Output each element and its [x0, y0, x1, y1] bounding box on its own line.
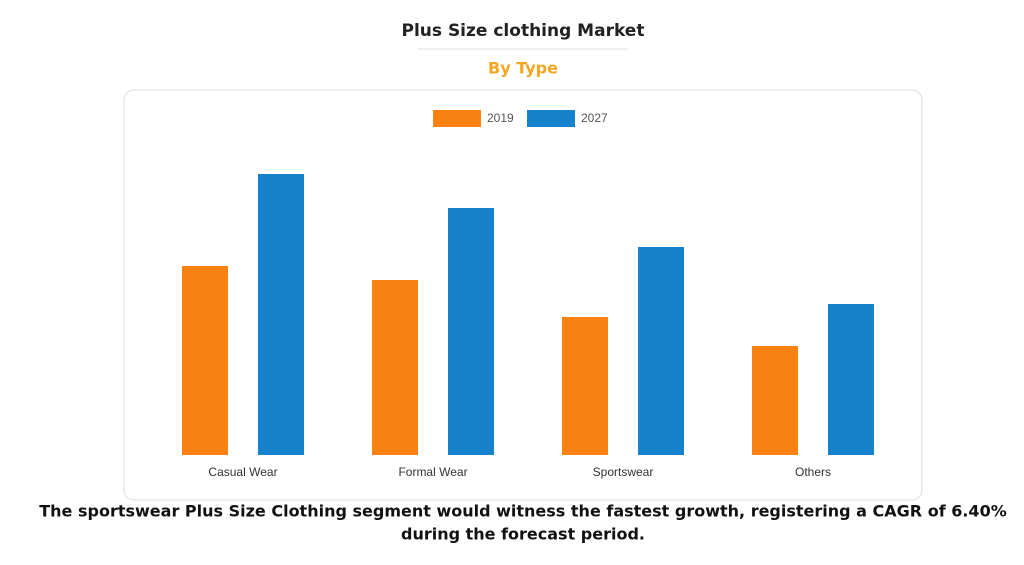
legend-swatch	[527, 110, 575, 127]
x-tick-label: Formal Wear	[398, 465, 467, 479]
bar	[182, 266, 228, 455]
caption: The sportswear Plus Size Clothing segmen…	[39, 502, 1006, 521]
bar	[752, 346, 798, 455]
x-tick-label: Sportswear	[593, 465, 654, 479]
x-tick-label: Others	[795, 465, 831, 479]
legend-label: 2019	[487, 111, 514, 125]
bar	[258, 174, 304, 455]
chart-subtitle: By Type	[488, 59, 558, 78]
bar	[562, 317, 608, 455]
x-tick-label: Casual Wear	[208, 465, 277, 479]
legend-label: 2027	[581, 111, 608, 125]
legend-swatch	[433, 110, 481, 127]
bar	[448, 208, 494, 455]
bar	[638, 247, 684, 455]
bar	[372, 280, 418, 455]
chart-title: Plus Size clothing Market	[402, 21, 645, 41]
plot-frame	[123, 89, 923, 501]
bar	[828, 304, 874, 455]
caption: during the forecast period.	[401, 525, 645, 544]
